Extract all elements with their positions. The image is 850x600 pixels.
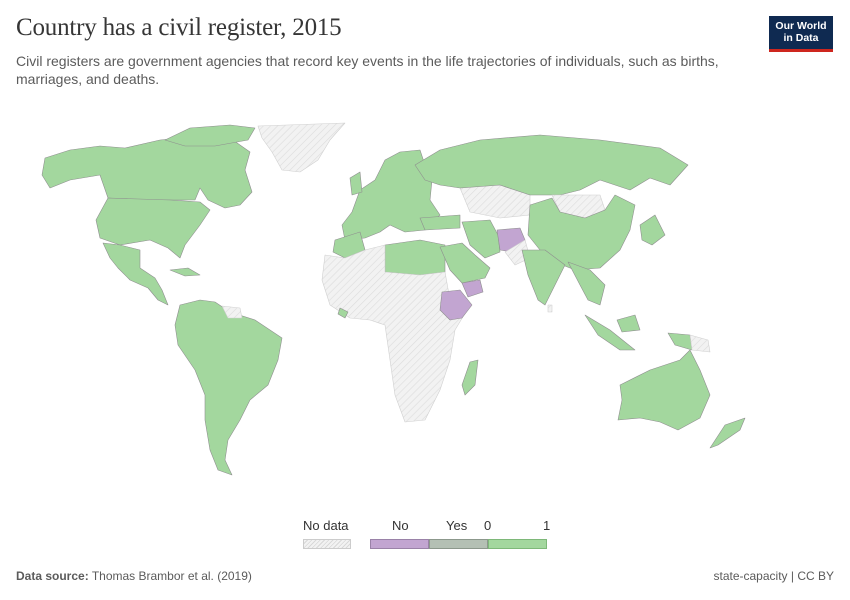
region-india (521, 249, 566, 306)
license-text[interactable]: state-capacity | CC BY (713, 569, 835, 583)
region-cuba (169, 267, 201, 277)
legend-min-label: 0 (484, 518, 492, 533)
region-yemen (461, 279, 484, 298)
region-usa (95, 197, 211, 259)
map-legend: No data No Yes 0 1 (290, 515, 560, 555)
world-map[interactable] (0, 110, 850, 510)
region-turkey (419, 214, 461, 231)
region-russia (414, 134, 689, 196)
legend-numeric-swatch[interactable] (488, 539, 547, 549)
legend-max-label: 1 (543, 518, 551, 533)
logo-line-1: Our World (775, 20, 827, 32)
legend-no-data-label: No data (303, 518, 349, 533)
region-australia (617, 349, 711, 431)
region-ethiopia (439, 289, 473, 321)
region-mexico-central-america (102, 242, 169, 306)
data-source-link[interactable]: Thomas Brambor et al. (2019) (91, 569, 252, 583)
region-greenland (257, 122, 346, 173)
logo-line-2: in Data (783, 32, 819, 44)
region-madagascar (461, 359, 479, 396)
chart-title: Country has a civil register, 2015 (16, 14, 342, 41)
legend-yes-swatch[interactable] (429, 539, 488, 549)
owid-logo[interactable]: Our World in Data (769, 16, 833, 52)
legend-yes-label: Yes (446, 518, 468, 533)
region-iran (461, 219, 501, 259)
region-saudi-arabia (439, 242, 491, 284)
region-sri-lanka (547, 304, 553, 313)
legend-no-data-swatch[interactable] (303, 539, 351, 549)
region-png (689, 334, 711, 353)
region-uk (349, 171, 363, 196)
region-new-zealand (709, 417, 746, 449)
region-sub-saharan-africa (321, 244, 471, 423)
region-new-guinea (667, 332, 693, 351)
region-liberia (337, 307, 349, 319)
chart-subtitle: Civil registers are government agencies … (16, 53, 719, 87)
region-canada-alaska (41, 135, 253, 209)
legend-no-swatch[interactable] (370, 539, 429, 549)
region-indonesia (584, 314, 636, 351)
region-southeast-asia (567, 261, 606, 306)
region-japan (639, 214, 666, 246)
data-source: Data source: Thomas Brambor et al. (2019… (16, 569, 252, 583)
region-south-america (174, 299, 283, 476)
region-arctic-islands (164, 124, 256, 147)
region-libya-egypt (384, 239, 446, 276)
legend-no-label: No (392, 518, 409, 533)
region-guianas (221, 305, 243, 319)
data-source-label: Data source: (16, 569, 89, 583)
region-borneo (616, 314, 641, 333)
